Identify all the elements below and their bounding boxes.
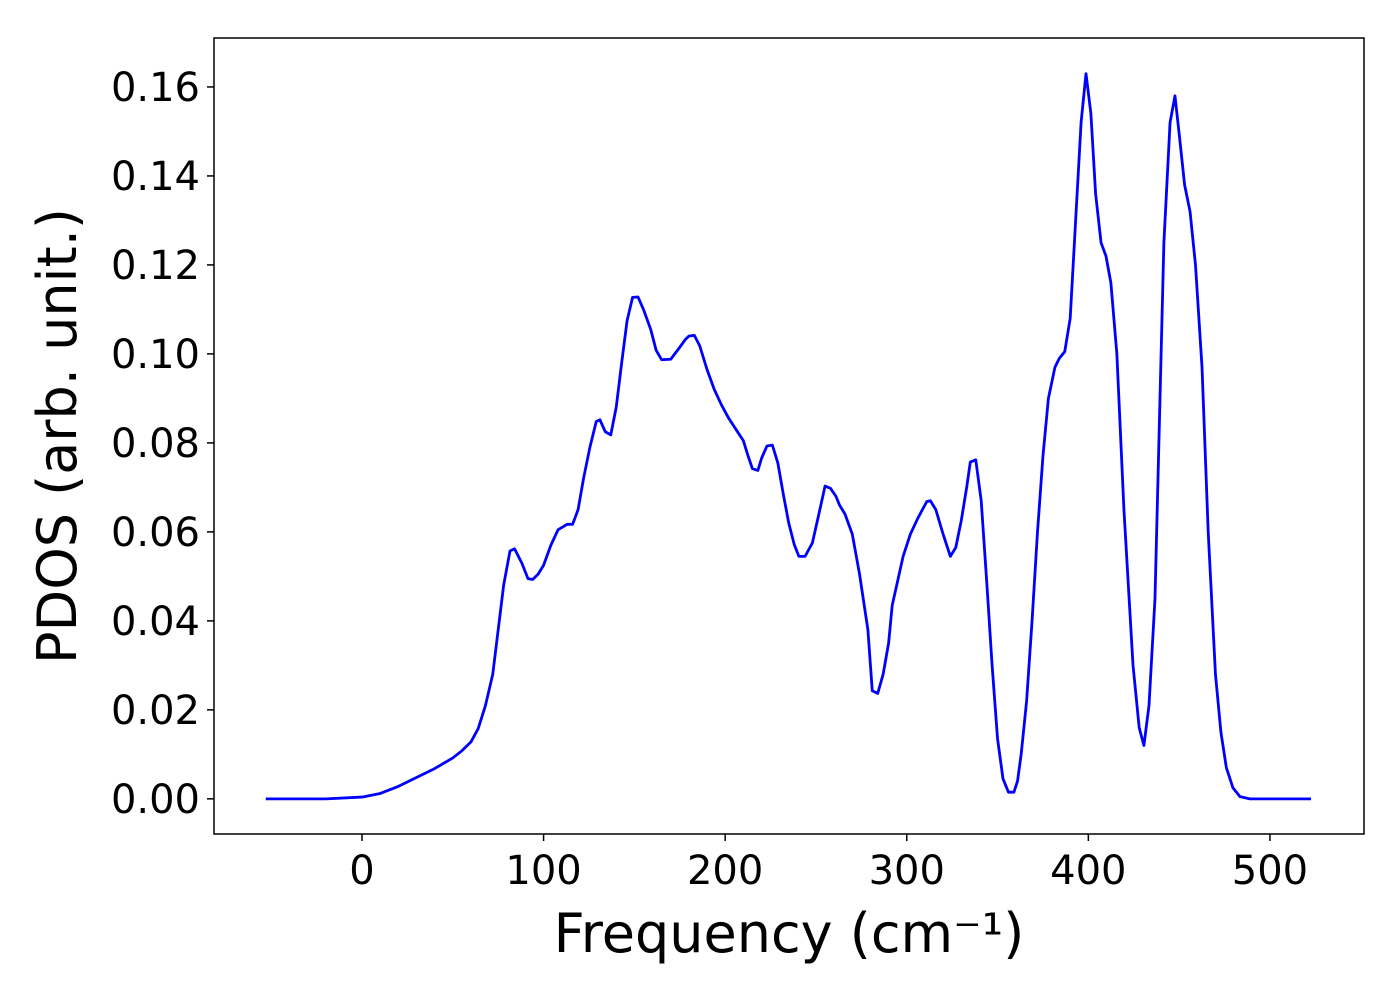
x-axis-label: Frequency (cm⁻¹) bbox=[554, 902, 1025, 965]
y-tick-label: 0.14 bbox=[111, 154, 200, 200]
y-tick-label: 0.00 bbox=[111, 777, 200, 823]
y-tick-label: 0.06 bbox=[111, 510, 200, 556]
pdos-line bbox=[265, 72, 1311, 801]
x-tick-label: 500 bbox=[1232, 848, 1308, 894]
y-tick-label: 0.02 bbox=[111, 688, 200, 734]
plot-frame bbox=[213, 37, 1365, 835]
x-tick-label: 400 bbox=[1050, 848, 1126, 894]
x-tick-label: 300 bbox=[869, 848, 945, 894]
x-tick-label: 0 bbox=[349, 848, 374, 894]
y-tick-label: 0.10 bbox=[111, 332, 200, 378]
y-tick-label: 0.16 bbox=[111, 65, 200, 111]
y-tick-label: 0.04 bbox=[111, 599, 200, 645]
y-tick-label: 0.12 bbox=[111, 243, 200, 289]
x-tick-label: 100 bbox=[505, 848, 581, 894]
y-tick-label: 0.08 bbox=[111, 421, 200, 467]
y-axis-label: PDOS (arb. unit.) bbox=[26, 208, 89, 664]
x-tick-label: 200 bbox=[687, 848, 763, 894]
